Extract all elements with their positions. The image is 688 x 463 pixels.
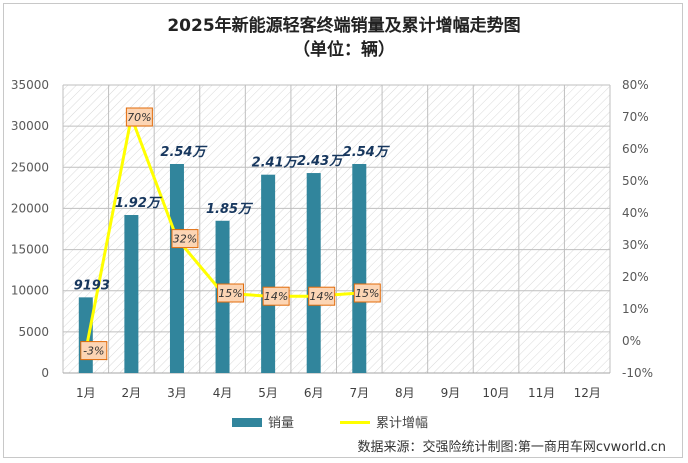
bar-label-6月: 2.43万 <box>297 154 345 169</box>
line-label-5月: 14% <box>264 290 288 303</box>
x-tick-label: 5月 <box>258 386 278 400</box>
chart-subtitle: （单位：辆） <box>293 40 395 60</box>
x-tick-label: 6月 <box>304 386 324 400</box>
line-label-box <box>171 229 199 249</box>
bar-label-5月: 2.41万 <box>252 156 300 171</box>
y-left-tick: 5000 <box>18 325 49 339</box>
x-tick-label: 1月 <box>76 386 96 400</box>
y-left-tick: 25000 <box>11 160 49 174</box>
line-label-box <box>262 286 290 306</box>
line-label-1月: -3% <box>83 345 104 358</box>
bar-7月 <box>352 163 367 373</box>
y-right-tick: 20% <box>622 270 649 284</box>
bar-2月 <box>124 215 139 373</box>
y-right-tick: 40% <box>622 206 649 220</box>
y-left-tick: 30000 <box>11 119 49 133</box>
y-left-tick: 10000 <box>11 284 49 298</box>
bar-label-4月: 1.85万 <box>206 202 254 217</box>
line-label-box <box>125 107 153 127</box>
x-tick-label: 2月 <box>122 386 142 400</box>
x-tick-label: 12月 <box>574 386 601 400</box>
y-right-tick: 70% <box>622 110 649 124</box>
bar-label-3月: 2.54万 <box>160 145 208 160</box>
line-label-7月: 15% <box>355 287 379 300</box>
bar-label-1月: 9193 <box>74 278 110 293</box>
y-right-tick: 10% <box>622 302 649 316</box>
bar-label-2月: 1.92万 <box>115 196 163 211</box>
y-left-tick: 15000 <box>11 243 49 257</box>
x-tick-label: 10月 <box>482 386 509 400</box>
bar-6月 <box>306 173 321 373</box>
y-left-tick: 0 <box>41 366 49 380</box>
y-right-tick: 80% <box>622 78 649 92</box>
x-tick-label: 11月 <box>528 386 555 400</box>
line-label-4月: 15% <box>218 287 242 300</box>
y-right-tick: 50% <box>622 174 649 188</box>
y-right-tick: -10% <box>622 366 653 380</box>
bar-1月 <box>78 297 93 373</box>
x-tick-label: 7月 <box>349 386 369 400</box>
y-right-tick: 0% <box>622 334 641 348</box>
x-tick-label: 3月 <box>167 386 187 400</box>
bar-3月 <box>169 163 184 373</box>
x-tick-label: 9月 <box>441 386 461 400</box>
bar-label-7月: 2.54万 <box>343 145 391 160</box>
y-left-tick: 35000 <box>11 78 49 92</box>
legend: 销量 累计增幅 <box>0 408 688 432</box>
line-label-box <box>217 283 245 303</box>
bar-5月 <box>261 174 276 373</box>
line-label-2月: 70% <box>127 111 151 124</box>
chart-title: 2025年新能源轻客终端销量及累计增幅走势图 <box>167 16 521 36</box>
line-label-6月: 14% <box>309 290 333 303</box>
legend-line-swatch <box>340 421 370 424</box>
legend-line-label: 累计增幅 <box>376 416 429 431</box>
line-label-box <box>80 341 108 361</box>
legend-bar-swatch <box>232 418 262 427</box>
legend-bar-label: 销量 <box>268 416 295 431</box>
line-label-3月: 32% <box>173 233 197 246</box>
x-tick-label: 4月 <box>213 386 233 400</box>
y-left-tick: 20000 <box>11 201 49 215</box>
data-source: 数据来源：交强险统计制图:第一商用车网cvworld.cn <box>357 440 666 455</box>
line-label-box <box>353 283 381 303</box>
x-tick-label: 8月 <box>395 386 415 400</box>
y-right-tick: 60% <box>622 142 649 156</box>
y-right-tick: 30% <box>622 238 649 252</box>
line-label-box <box>308 286 336 306</box>
